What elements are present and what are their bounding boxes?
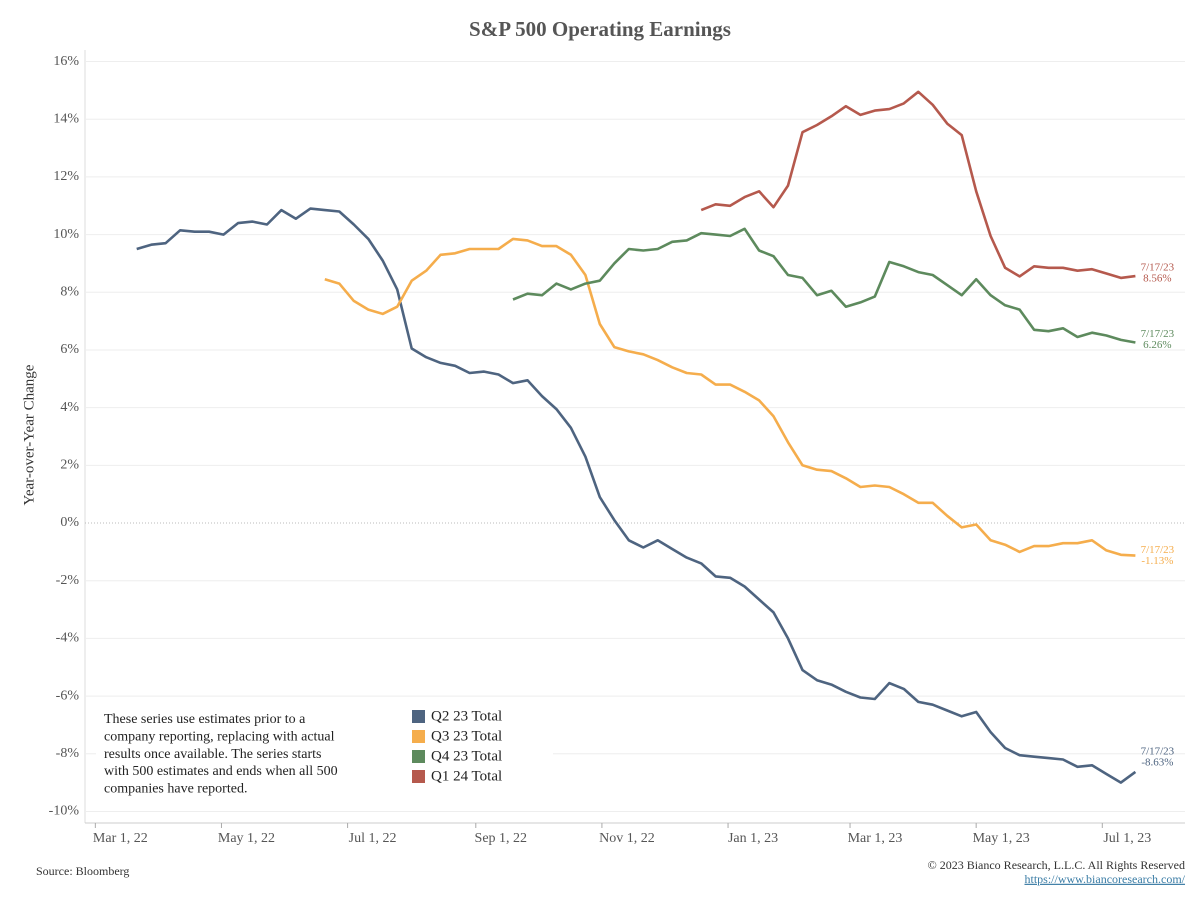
note-line: results once available. The series start… (104, 747, 321, 762)
note-line: with 500 estimates and ends when all 500 (104, 764, 338, 779)
y-tick-label: 12% (53, 169, 79, 184)
legend-label: Q3 23 Total (431, 728, 502, 744)
legend-label: Q2 23 Total (431, 708, 502, 724)
y-tick-label: 2% (60, 458, 79, 473)
legend-label: Q1 24 Total (431, 768, 502, 784)
y-tick-label: -4% (56, 631, 80, 646)
x-tick-label: Jul 1, 23 (1103, 831, 1151, 846)
y-tick-label: -2% (56, 573, 80, 588)
series-line (136, 207, 1137, 784)
y-tick-label: -8% (56, 746, 80, 761)
annotation-value: -1.13% (1141, 555, 1173, 567)
x-tick-label: May 1, 22 (218, 831, 275, 846)
y-tick-label: 8% (60, 285, 79, 300)
legend-swatch (412, 710, 425, 723)
series-line (324, 237, 1136, 557)
annotation-value: 8.56% (1143, 273, 1171, 285)
legend-label: Q4 23 Total (431, 748, 502, 764)
legend-swatch (412, 730, 425, 743)
x-tick-label: Mar 1, 22 (93, 831, 148, 846)
x-tick-label: Sep 1, 22 (475, 831, 528, 846)
x-tick-label: Jul 1, 22 (349, 831, 397, 846)
y-tick-label: 6% (60, 342, 79, 357)
legend-swatch (412, 770, 425, 783)
note-line: These series use estimates prior to a (104, 712, 306, 727)
source: Source: Bloomberg (36, 864, 129, 878)
y-tick-label: 16% (53, 54, 79, 69)
annotation-value: -8.63% (1141, 756, 1173, 768)
url[interactable]: https://www.biancoresearch.com/ (1024, 872, 1185, 886)
annotation-date: 7/17/23 (1141, 328, 1175, 340)
x-tick-label: Mar 1, 23 (848, 831, 903, 846)
annotation-date: 7/17/23 (1141, 544, 1175, 556)
x-tick-label: Nov 1, 22 (599, 831, 655, 846)
series-line (700, 90, 1136, 280)
annotation-date: 7/17/23 (1141, 745, 1175, 757)
legend-swatch (412, 750, 425, 763)
annotation-value: 6.26% (1143, 339, 1171, 351)
note-line: company reporting, replacing with actual (104, 730, 335, 745)
note-line: companies have reported. (104, 781, 247, 796)
series-line (512, 227, 1136, 344)
annotation-date: 7/17/23 (1141, 262, 1175, 274)
y-axis-label: Year-over-Year Change (21, 364, 37, 505)
x-tick-label: May 1, 23 (973, 831, 1030, 846)
note-box (96, 706, 553, 806)
y-tick-label: 14% (53, 111, 79, 126)
chart-title: S&P 500 Operating Earnings (469, 17, 731, 41)
y-tick-label: 10% (53, 227, 79, 242)
copyright: © 2023 Bianco Research, L.L.C. All Right… (928, 858, 1185, 872)
y-tick-label: -6% (56, 688, 80, 703)
y-tick-label: 0% (60, 515, 79, 530)
y-tick-label: 4% (60, 400, 79, 415)
y-tick-label: -10% (49, 804, 80, 819)
x-tick-label: Jan 1, 23 (728, 831, 778, 846)
